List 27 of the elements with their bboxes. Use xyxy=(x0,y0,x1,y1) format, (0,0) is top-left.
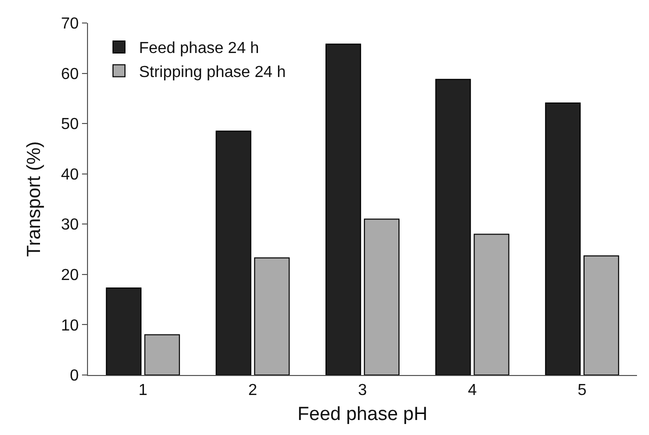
bar xyxy=(364,218,400,375)
y-tick-label: 0 xyxy=(70,368,79,385)
bar xyxy=(435,78,471,375)
bar xyxy=(474,234,510,375)
legend-label: Feed phase 24 h xyxy=(138,40,260,58)
x-tick-label: 5 xyxy=(578,382,587,400)
x-tick-label: 2 xyxy=(248,382,258,400)
bar xyxy=(325,44,362,375)
x-tick-label: 1 xyxy=(138,382,148,400)
bar xyxy=(106,288,142,375)
y-tick-label: 10 xyxy=(61,317,79,334)
bar xyxy=(144,334,180,375)
y-tick-label: 20 xyxy=(61,267,79,284)
bar xyxy=(545,102,581,375)
bar xyxy=(254,257,290,375)
x-tick-label: 4 xyxy=(468,382,477,400)
y-tick-label: 60 xyxy=(61,66,79,83)
bar xyxy=(584,255,620,375)
y-tick-label: 70 xyxy=(61,16,79,33)
legend-label: Stripping phase 24 h xyxy=(138,64,286,81)
bar xyxy=(216,130,252,375)
y-axis-title: Transport (%) xyxy=(24,141,45,257)
y-tick-label: 30 xyxy=(61,216,79,234)
y-tick-label: 50 xyxy=(61,116,79,134)
x-tick-label: 3 xyxy=(358,382,368,400)
y-tick-label: 40 xyxy=(61,166,79,184)
x-axis-title: Feed phase pH xyxy=(298,404,428,425)
